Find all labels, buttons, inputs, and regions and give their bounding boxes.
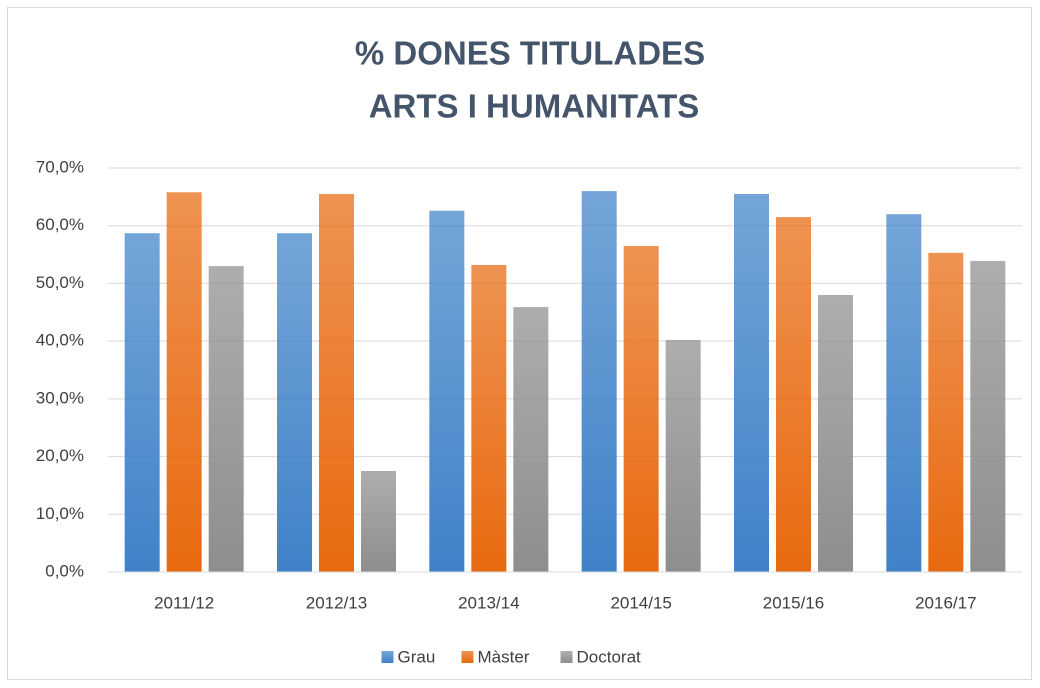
bar [513,307,549,572]
legend-swatch [381,651,394,663]
bar [665,339,701,572]
legend-swatch [560,651,573,663]
x-tick-label: 2014/15 [610,593,671,612]
y-tick-label: 10,0% [36,504,84,523]
bar [886,214,922,572]
x-tick-label: 2011/12 [154,593,214,612]
chart-title: % DONES TITULADES [355,35,705,72]
y-tick-label: 60,0% [36,215,84,234]
bar [818,294,853,572]
legend-label: Doctorat [577,647,642,666]
legend-swatch [461,651,474,663]
bar [471,264,507,572]
x-tick-label: 2012/13 [306,593,367,612]
y-tick-label: 0,0% [45,561,84,580]
chart-title: ARTS I HUMANITATS [369,88,700,125]
bar [776,217,811,573]
bar [124,233,160,572]
legend-label: Màster [478,647,530,666]
bar [429,210,465,573]
bar [928,252,964,572]
x-tick-label: 2015/16 [763,593,824,612]
bar [970,260,1006,572]
y-tick-label: 40,0% [36,331,84,350]
y-tick-label: 70,0% [36,157,84,176]
x-tick-label: 2016/17 [915,593,976,612]
y-tick-label: 20,0% [36,446,84,465]
bar [361,471,396,572]
x-tick-label: 2013/14 [458,593,519,612]
legend-label: Grau [398,647,436,666]
bar [623,245,659,572]
bar [166,192,202,573]
bar [734,193,769,572]
bar [277,233,312,572]
y-tick-label: 50,0% [36,273,84,292]
bar [581,191,617,573]
y-tick-label: 30,0% [36,388,84,407]
bar [319,193,354,572]
bar [208,266,244,572]
